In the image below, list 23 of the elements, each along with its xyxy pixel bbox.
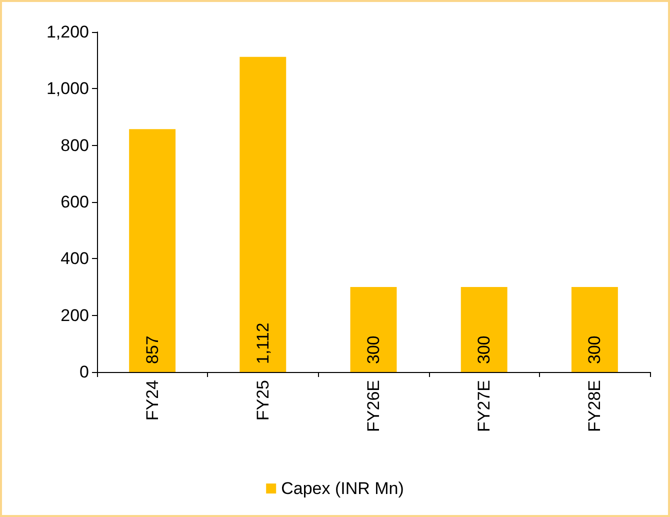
data-label: 300 [364,336,383,364]
x-tick-label: FY24 [142,380,162,421]
bar [240,56,286,372]
y-tick-label: 800 [60,136,89,155]
bar [350,287,397,372]
legend-label: Capex (INR Mn) [281,479,404,498]
y-tick-label: 1,200 [46,22,89,42]
y-tick-label: 1,000 [46,79,89,98]
x-tick-label: FY26E [364,380,383,432]
bar [571,287,618,372]
y-tick-label: 600 [60,192,89,212]
data-label: 1,112 [253,322,272,364]
y-tick-label: 0 [80,362,89,382]
data-label: 300 [585,336,604,364]
y-tick-label: 200 [60,306,89,325]
data-label: 857 [142,336,162,364]
x-tick-label: FY28E [585,380,604,432]
data-label: 300 [474,336,494,364]
bar [129,129,176,372]
x-tick-label: FY27E [474,380,494,432]
bar [460,287,508,372]
x-tick-label: FY25 [253,380,272,421]
y-tick-label: 400 [60,249,89,268]
